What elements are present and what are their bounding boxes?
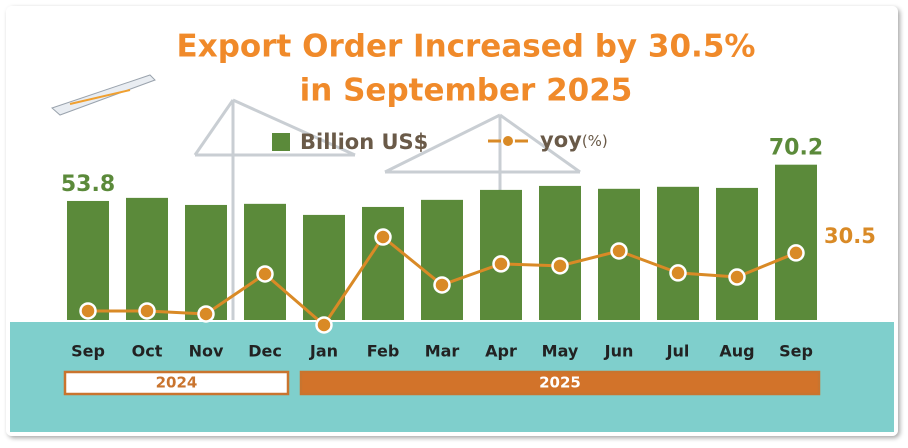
bar — [421, 199, 463, 320]
legend-label: Billion US$ — [300, 130, 428, 154]
legend-label: yoy(%) — [540, 128, 608, 152]
yoy-point — [256, 265, 274, 283]
bar — [362, 206, 404, 320]
legend-unit: (%) — [582, 132, 608, 150]
bar — [775, 164, 817, 320]
x-tick-label: Dec — [248, 342, 282, 361]
x-tick-label: Jan — [309, 342, 338, 361]
bar — [480, 189, 522, 320]
yoy-point — [728, 268, 746, 286]
year-label: 2024 — [156, 374, 198, 392]
yoy-point — [138, 302, 156, 320]
yoy-point — [433, 276, 451, 294]
bar — [716, 187, 758, 320]
legend-marker — [501, 134, 515, 148]
yoy-point — [492, 255, 510, 273]
bar — [126, 197, 168, 320]
chart-title: in September 2025 — [300, 73, 633, 109]
bar-value-label: 70.2 — [769, 136, 823, 161]
year-box — [299, 370, 821, 396]
yoy-value-label: 30.5 — [824, 224, 876, 248]
bar — [539, 185, 581, 320]
x-tick-label: Jun — [604, 342, 634, 361]
year-label: 2025 — [539, 374, 581, 392]
yoy-point — [374, 228, 392, 246]
yoy-point — [197, 305, 215, 323]
yoy-point — [669, 264, 687, 282]
legend-label: yoy — [540, 128, 582, 152]
legend-swatch — [272, 133, 290, 151]
x-tick-label: May — [542, 342, 579, 361]
x-tick-label: Nov — [189, 342, 224, 361]
x-tick-label: Feb — [367, 342, 400, 361]
yoy-point — [79, 302, 97, 320]
x-tick-label: Sep — [779, 342, 813, 361]
x-tick-label: Apr — [485, 342, 517, 361]
year-box — [63, 370, 290, 396]
chart-title: Export Order Increased by 30.5% — [177, 29, 756, 65]
bar — [657, 186, 699, 320]
bar-value-label: 53.8 — [61, 172, 115, 197]
yoy-point — [610, 242, 628, 260]
bar — [244, 203, 286, 320]
yoy-point — [551, 257, 569, 275]
x-tick-label: Mar — [425, 342, 460, 361]
x-tick-label: Jul — [666, 342, 690, 361]
x-tick-label: Oct — [132, 342, 163, 361]
bar — [67, 200, 109, 320]
x-tick-label: Sep — [71, 342, 105, 361]
x-tick-label: Aug — [719, 342, 754, 361]
plane-decoration — [51, 74, 156, 116]
bar — [185, 204, 227, 320]
yoy-point — [315, 316, 333, 334]
yoy-point — [787, 244, 805, 262]
